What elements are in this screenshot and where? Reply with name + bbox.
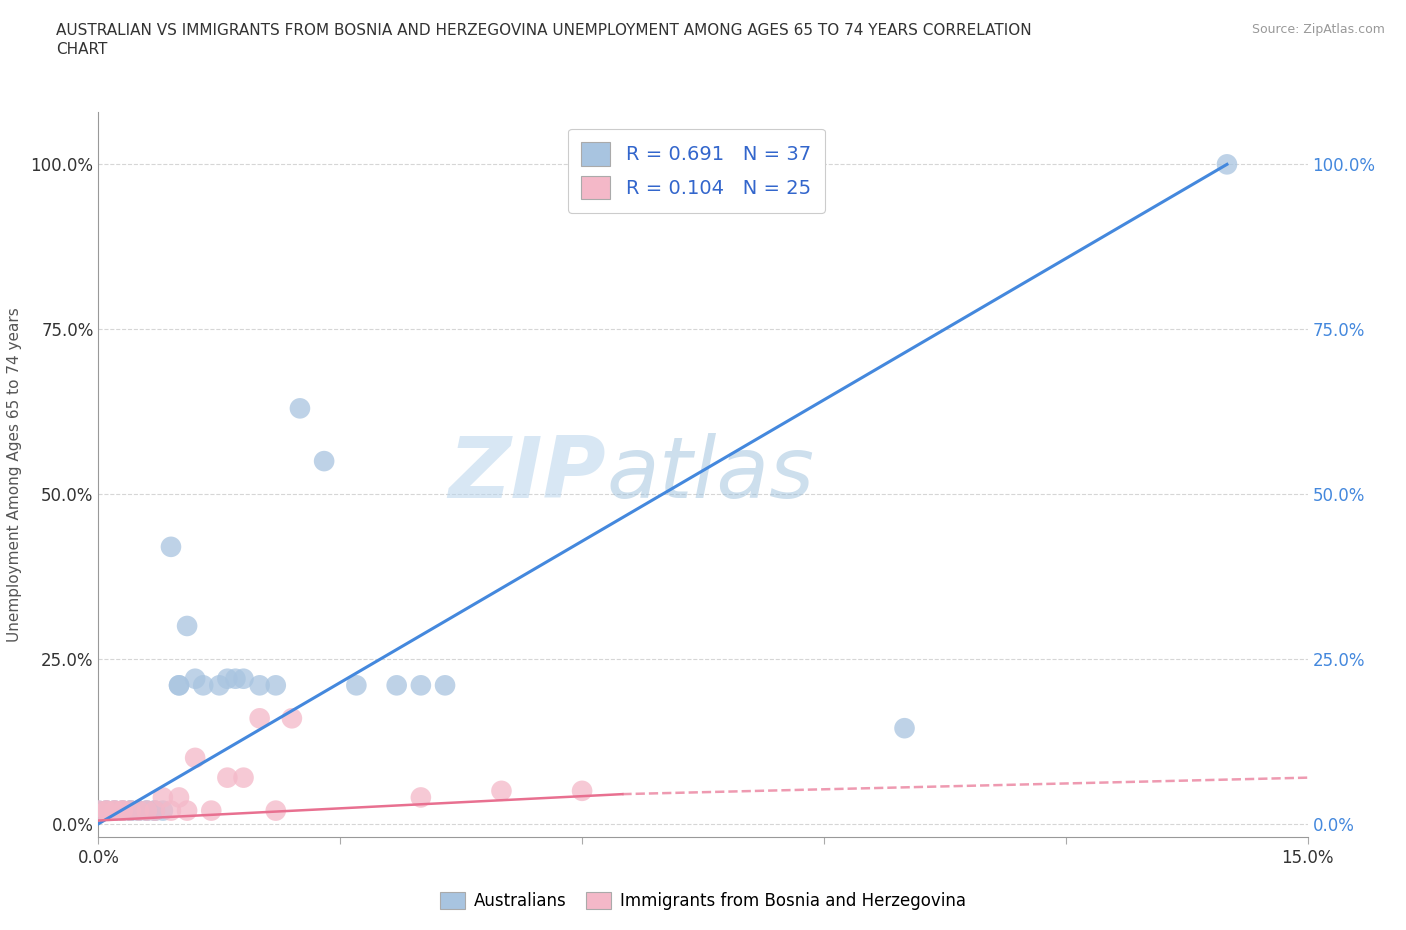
Point: [120, 804, 142, 818]
Point: [893, 721, 915, 736]
Point: [96, 804, 118, 818]
Point: [96, 804, 118, 818]
Point: [167, 790, 190, 804]
Point: [103, 804, 125, 818]
Point: [224, 671, 246, 686]
Point: [200, 804, 222, 818]
Point: [103, 804, 125, 818]
Point: [491, 783, 513, 798]
Point: [135, 804, 157, 818]
Point: [128, 804, 150, 818]
Point: [128, 804, 150, 818]
Point: [103, 804, 125, 818]
Y-axis label: Unemployment Among Ages 65 to 74 years: Unemployment Among Ages 65 to 74 years: [7, 307, 22, 642]
Point: [281, 711, 304, 725]
Point: [385, 678, 408, 693]
Point: [143, 804, 166, 818]
Point: [120, 804, 142, 818]
Point: [103, 804, 125, 818]
Legend: Australians, Immigrants from Bosnia and Herzegovina: Australians, Immigrants from Bosnia and …: [433, 885, 973, 917]
Point: [184, 671, 207, 686]
Point: [152, 804, 174, 818]
Point: [96, 804, 118, 818]
Text: AUSTRALIAN VS IMMIGRANTS FROM BOSNIA AND HERZEGOVINA UNEMPLOYMENT AMONG AGES 65 : AUSTRALIAN VS IMMIGRANTS FROM BOSNIA AND…: [56, 23, 1032, 38]
Point: [143, 804, 166, 818]
Point: [96, 804, 118, 818]
Text: ZIP: ZIP: [449, 432, 606, 516]
Point: [87, 804, 110, 818]
Point: [135, 804, 157, 818]
Legend: R = 0.691   N = 37, R = 0.104   N = 25: R = 0.691 N = 37, R = 0.104 N = 25: [568, 128, 825, 213]
Point: [217, 671, 239, 686]
Point: [288, 401, 311, 416]
Text: atlas: atlas: [606, 432, 814, 516]
Point: [208, 678, 231, 693]
Point: [232, 671, 254, 686]
Point: [111, 804, 134, 818]
Point: [1216, 157, 1239, 172]
Point: [160, 539, 183, 554]
Point: [193, 678, 215, 693]
Point: [409, 790, 432, 804]
Point: [160, 804, 183, 818]
Text: CHART: CHART: [56, 42, 108, 57]
Point: [571, 783, 593, 798]
Point: [120, 804, 142, 818]
Point: [111, 804, 134, 818]
Point: [152, 790, 174, 804]
Point: [135, 804, 157, 818]
Point: [167, 678, 190, 693]
Point: [314, 454, 336, 469]
Point: [264, 678, 287, 693]
Point: [409, 678, 432, 693]
Point: [344, 678, 367, 693]
Point: [111, 804, 134, 818]
Point: [128, 804, 150, 818]
Point: [87, 804, 110, 818]
Point: [434, 678, 457, 693]
Point: [264, 804, 287, 818]
Point: [232, 770, 254, 785]
Point: [176, 804, 198, 818]
Point: [184, 751, 207, 765]
Text: Source: ZipAtlas.com: Source: ZipAtlas.com: [1251, 23, 1385, 36]
Point: [249, 711, 271, 725]
Point: [120, 804, 142, 818]
Point: [143, 804, 166, 818]
Point: [249, 678, 271, 693]
Point: [176, 618, 198, 633]
Point: [111, 804, 134, 818]
Point: [217, 770, 239, 785]
Point: [167, 678, 190, 693]
